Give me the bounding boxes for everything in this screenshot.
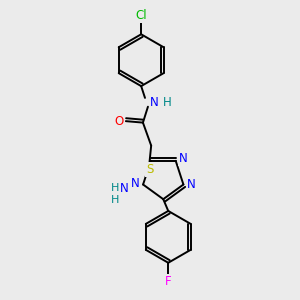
Text: O: O	[115, 115, 124, 128]
Text: F: F	[165, 275, 172, 288]
Text: H: H	[111, 183, 119, 194]
Text: S: S	[146, 163, 154, 176]
Text: N: N	[187, 178, 196, 191]
Text: H: H	[111, 195, 119, 205]
Text: N: N	[150, 96, 159, 110]
Text: N: N	[179, 152, 188, 165]
Text: N: N	[131, 177, 140, 190]
Text: N: N	[120, 182, 129, 195]
Text: Cl: Cl	[135, 9, 147, 22]
Text: H: H	[163, 96, 172, 110]
